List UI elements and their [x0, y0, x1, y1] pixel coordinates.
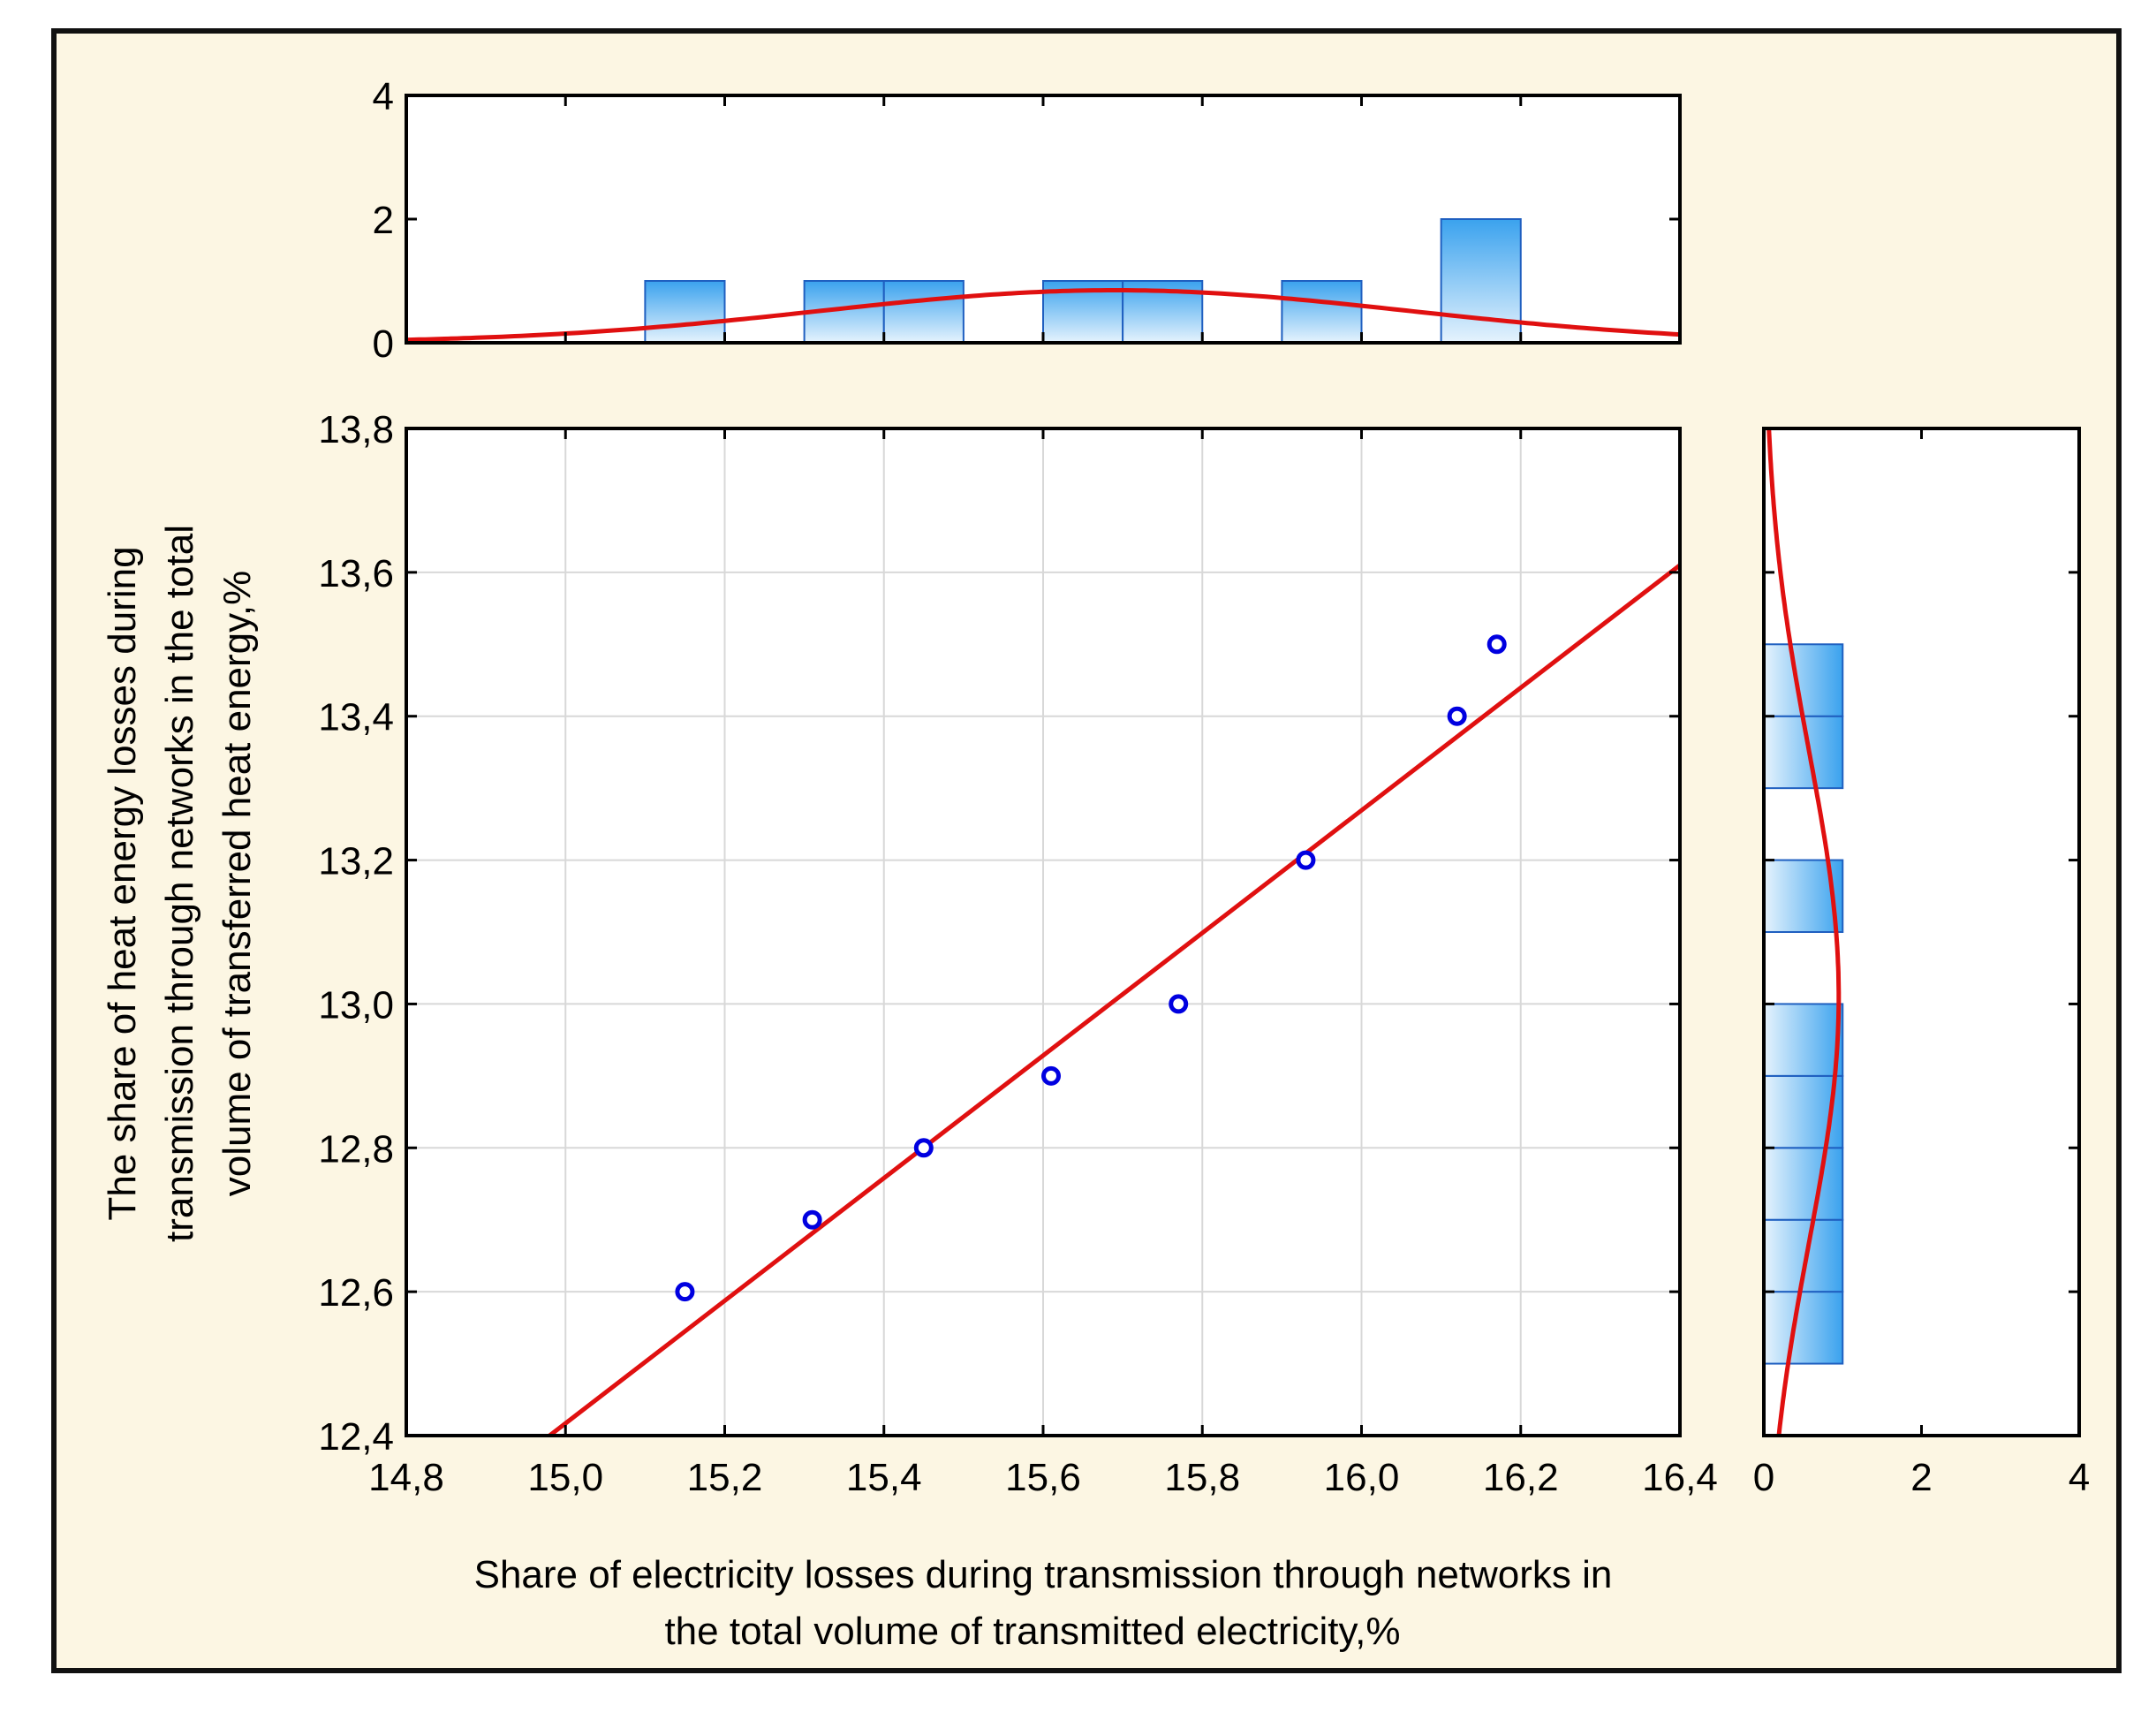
y-tick-label: 12,6: [318, 1271, 394, 1315]
x-axis-title-line-1: Share of electricity losses during trans…: [474, 1553, 1613, 1596]
top-hist-y-tick-label: 4: [373, 75, 394, 118]
x-axis-title-line-2: the total volume of transmitted electric…: [664, 1610, 1400, 1653]
x-tick-label: 15,8: [1164, 1456, 1240, 1499]
right-histogram-bar: [1763, 1291, 1844, 1365]
x-tick-label: 16,4: [1642, 1456, 1718, 1499]
x-tick-label: 15,4: [846, 1456, 922, 1499]
normal-curves: [405, 288, 1842, 1436]
y-tick-label: 13,8: [318, 408, 394, 451]
y-tick-label: 12,4: [318, 1415, 394, 1459]
data-point: [1041, 1065, 1062, 1086]
right-hist-x-tick-label: 2: [1910, 1456, 1932, 1499]
tick-labels: 14,8 15,0 15,2 15,4 15,6 15,8 16,0 16,2 16,4 12,4…: [318, 75, 2090, 1499]
x-tick-label: 16,0: [1324, 1456, 1400, 1499]
x-tick-label: 15,2: [687, 1456, 763, 1499]
regression-line: [548, 563, 1682, 1437]
top-hist-y-tick-label: 0: [373, 322, 394, 366]
data-point: [675, 1282, 695, 1302]
top-hist-y-tick-label: 2: [373, 199, 394, 242]
top-histogram-bar: [882, 280, 965, 344]
x-tick-label: 16,2: [1483, 1456, 1559, 1499]
data-point: [1169, 994, 1189, 1014]
tick-marks: [405, 94, 2081, 1437]
scatter-points: [675, 634, 1507, 1302]
right-normal-curve: [1766, 428, 1842, 1436]
right-hist-x-tick-label: 4: [2069, 1456, 2090, 1499]
right-hist-x-tick-label: 0: [1753, 1456, 1774, 1499]
x-tick-label: 15,6: [1005, 1456, 1081, 1499]
right-histogram-bars: [1763, 643, 1844, 1365]
y-axis-title-line-1: The share of heat energy losses during: [101, 546, 144, 1220]
y-tick-label: 13,6: [318, 552, 394, 595]
x-tick-label: 14,8: [368, 1456, 444, 1499]
right-histogram-bar: [1763, 1003, 1844, 1077]
y-tick-label: 13,4: [318, 696, 394, 739]
right-histogram-bar: [1763, 1218, 1844, 1293]
y-tick-label: 13,0: [318, 983, 394, 1027]
data-point: [1296, 850, 1316, 870]
y-axis-title-line-3: volume of transferred heat energy,%: [216, 571, 259, 1196]
fit-line-group: [548, 563, 1682, 1437]
data-point: [802, 1209, 822, 1230]
axis-titles: Share of electricity losses during trans…: [101, 525, 1612, 1653]
top-normal-curve: [405, 288, 1681, 343]
y-axis-title-line-2: transmission through networks in the tot…: [158, 525, 201, 1242]
right-histogram-bar: [1763, 643, 1844, 717]
top-histogram-bar: [1440, 218, 1522, 344]
data-point: [1487, 634, 1507, 655]
y-tick-label: 13,2: [318, 840, 394, 883]
top-histogram-bar: [1281, 280, 1363, 344]
data-point: [1447, 706, 1467, 726]
data-point: [913, 1138, 934, 1158]
top-histogram-bar: [644, 280, 726, 344]
y-tick-label: 12,8: [318, 1127, 394, 1171]
right-histogram-bar: [1763, 1147, 1844, 1221]
x-tick-label: 15,0: [527, 1456, 603, 1499]
